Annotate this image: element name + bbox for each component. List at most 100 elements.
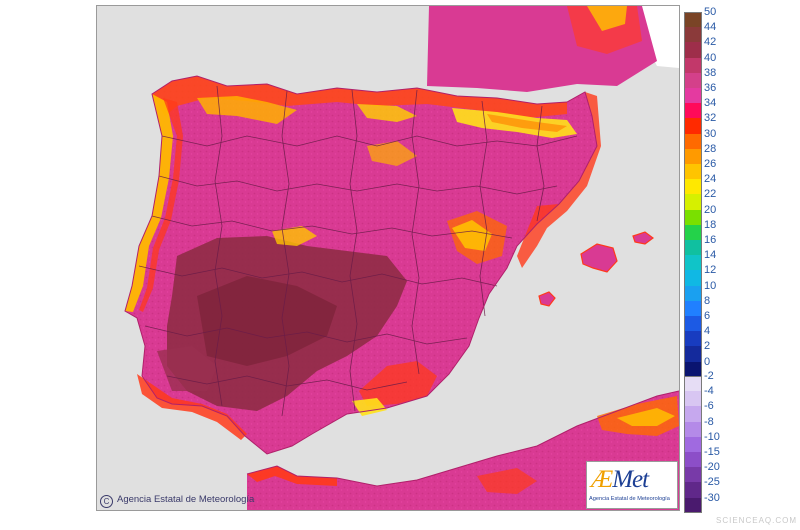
- legend-label: 4: [704, 325, 711, 338]
- alps-cool: [587, 6, 627, 31]
- legend-label: 18: [704, 218, 717, 231]
- legend-label: 10: [704, 279, 717, 292]
- map-canvas: [97, 6, 679, 510]
- catalonia-coast-warm: [517, 92, 601, 268]
- legend-swatch: [684, 270, 702, 286]
- legend-label: 0: [704, 355, 711, 368]
- legend-label: -20: [704, 461, 720, 474]
- legend-swatch: [684, 179, 702, 195]
- algeria-coast-cool: [617, 408, 675, 426]
- legend-swatch: [684, 133, 702, 149]
- legend-swatch: [684, 421, 702, 437]
- legend-swatch: [684, 103, 702, 119]
- basque-cool: [357, 104, 417, 122]
- legend-swatch: [684, 346, 702, 362]
- legend-swatch: [684, 452, 702, 468]
- island-menorca: [632, 231, 654, 245]
- iberian-range-cool: [367, 141, 417, 166]
- legend-label: 42: [704, 36, 717, 49]
- island-ibiza: [538, 291, 556, 307]
- guadiana-hot: [157, 346, 217, 391]
- legend-label: 14: [704, 249, 717, 262]
- legend-swatch: [684, 376, 702, 392]
- legend-label: 6: [704, 310, 711, 322]
- copyright-text: Agencia Estatal de Meteorología: [117, 494, 255, 505]
- legend-label: 26: [704, 158, 717, 170]
- legend-swatch: [684, 57, 702, 73]
- legend-swatch: [684, 361, 702, 377]
- legend-label: 40: [704, 51, 717, 64]
- legend-label: 2: [704, 340, 711, 353]
- logo-wordmark: ÆMet: [591, 466, 649, 494]
- interior-hottest: [197, 276, 337, 366]
- cantabria-cool: [197, 96, 297, 124]
- copyright-icon: C: [100, 495, 113, 508]
- legend-swatch: [684, 467, 702, 483]
- legend-swatch: [684, 240, 702, 256]
- legend-label: 50: [704, 6, 717, 18]
- legend-label: 16: [704, 234, 717, 246]
- north-coast-warm: [152, 76, 567, 118]
- legend-label: -6: [704, 400, 714, 413]
- legend-swatch: [684, 255, 702, 271]
- legend-label: 28: [704, 142, 717, 155]
- legend-swatch: [684, 391, 702, 407]
- legend-label: -4: [704, 385, 714, 398]
- legend-swatch: [684, 118, 702, 134]
- legend-label: -15: [704, 446, 720, 458]
- legend-label: -2: [704, 370, 714, 382]
- legend-swatch: [684, 224, 702, 240]
- legend-swatch: [684, 406, 702, 422]
- valencia-interior-cool: [452, 220, 492, 251]
- island-mallorca: [580, 243, 618, 273]
- legend-swatch: [684, 88, 702, 104]
- legend-label: -8: [704, 415, 714, 428]
- atlas-warm: [477, 468, 537, 494]
- legend-label: 32: [704, 112, 717, 125]
- legend-swatch: [684, 42, 702, 58]
- legend-label: 36: [704, 82, 717, 94]
- portugal-coast-warm: [139, 98, 183, 312]
- legend-swatch: [684, 497, 702, 513]
- legend-swatch: [684, 482, 702, 498]
- africa-texture: [247, 391, 679, 510]
- algarve-coast-warm: [137, 374, 247, 440]
- legend-label: 30: [704, 127, 717, 140]
- legend-label: -10: [704, 430, 720, 443]
- legend-label: 12: [704, 264, 717, 277]
- legend-swatch: [684, 316, 702, 332]
- logo-subtitle: Agencia Estatal de Meteorología: [589, 496, 670, 502]
- legend-label: -30: [704, 491, 720, 504]
- legend-label: 34: [704, 97, 717, 110]
- legend-label: 20: [704, 203, 717, 216]
- logo-met: Met: [612, 466, 649, 493]
- legend-swatch: [684, 209, 702, 225]
- central-range-cool: [272, 226, 317, 246]
- legend-label: 24: [704, 173, 717, 186]
- province-borders: [138, 85, 578, 417]
- legend-swatch: [684, 164, 702, 180]
- legend-swatch: [684, 148, 702, 164]
- legend-label: 44: [704, 21, 717, 34]
- legend-swatch: [684, 12, 702, 28]
- legend-swatch: [684, 285, 702, 301]
- morocco-coast-warm: [247, 466, 337, 486]
- france-area: [427, 6, 679, 68]
- africa-coastline: [246, 390, 679, 487]
- legend-swatch: [684, 300, 702, 316]
- legend-label: 38: [704, 66, 717, 79]
- logo-ae: Æ: [591, 466, 613, 493]
- legend-swatch: [684, 331, 702, 347]
- coastline: [124, 75, 598, 455]
- legend-label: 22: [704, 188, 717, 201]
- copyright-notice: C Agencia Estatal de Meteorología: [100, 494, 254, 508]
- pyrenees-edge: [487, 114, 567, 132]
- legend-swatch: [684, 27, 702, 43]
- legend-swatch: [684, 194, 702, 210]
- watermark: SCIENCEAQ.COM: [716, 516, 798, 525]
- legend-label: 8: [704, 294, 711, 307]
- temperature-map: [96, 5, 680, 511]
- aemet-logo: ÆMet Agencia Estatal de Meteorología: [586, 461, 678, 509]
- legend-swatch: [684, 436, 702, 452]
- legend-label: -25: [704, 476, 720, 489]
